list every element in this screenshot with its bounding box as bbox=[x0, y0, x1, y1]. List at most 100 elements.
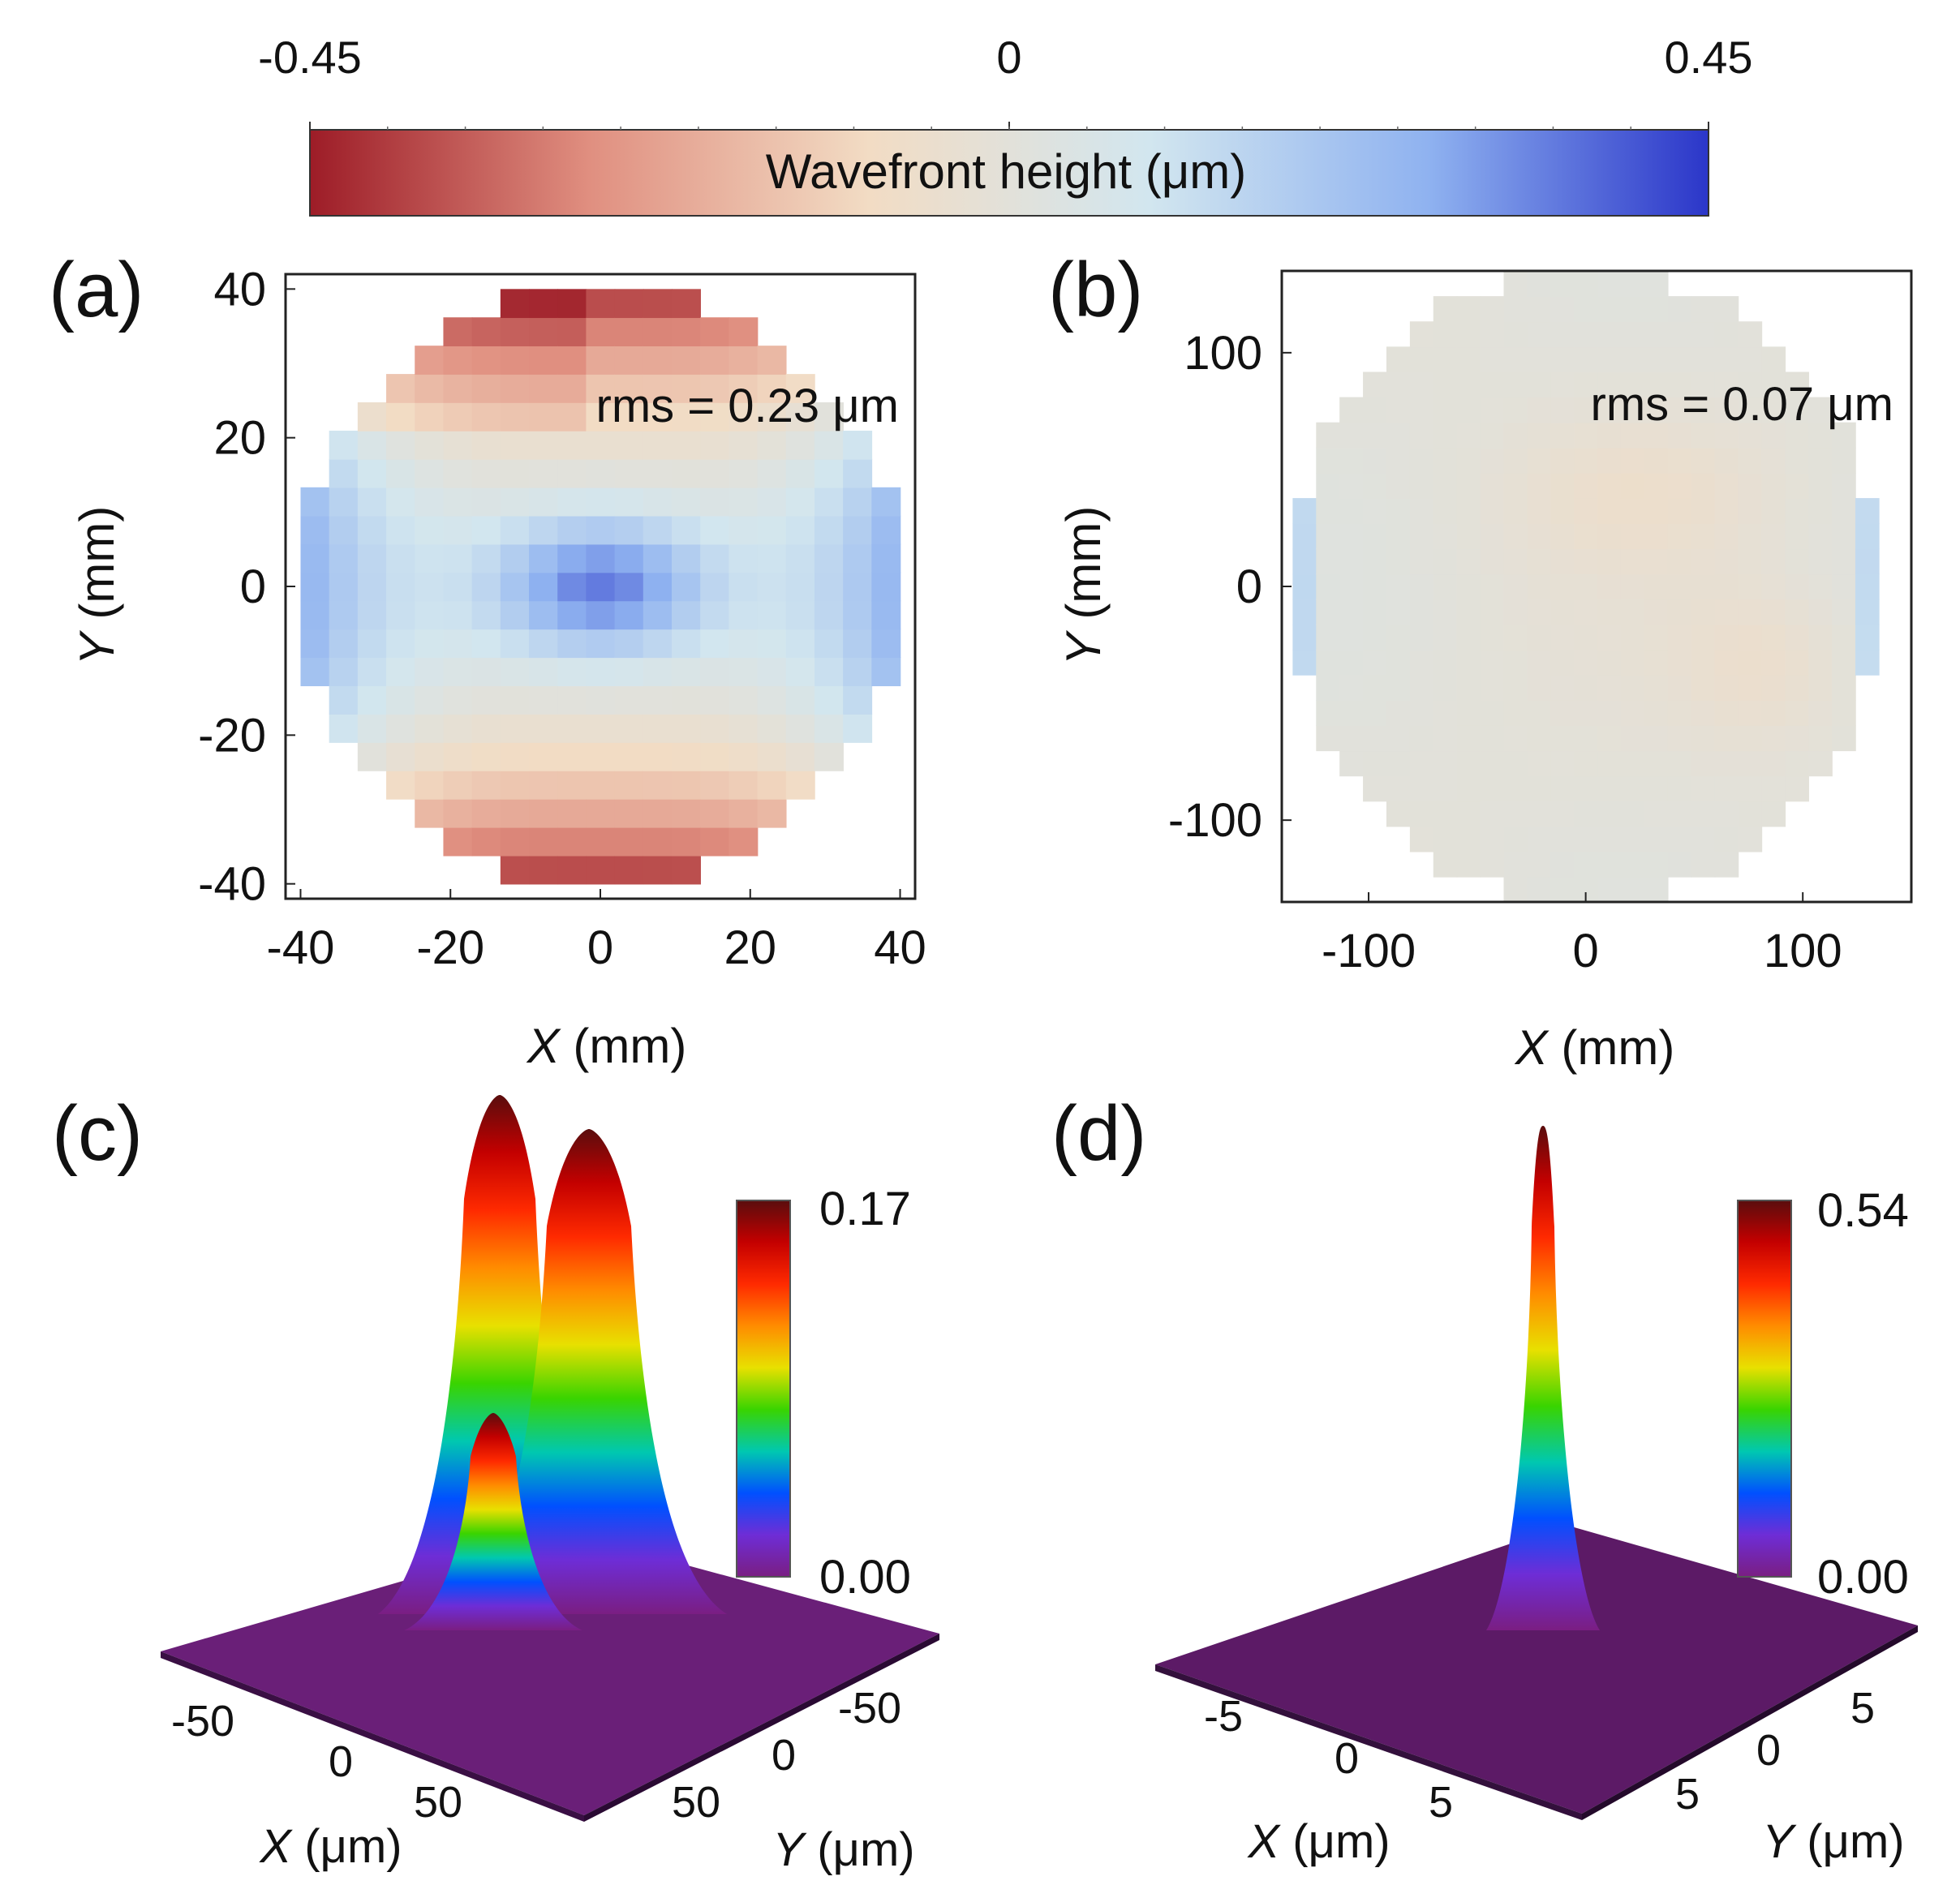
heatmap-cell bbox=[1808, 649, 1833, 676]
heatmap-cell bbox=[557, 770, 587, 800]
heatmap-cell bbox=[329, 487, 359, 517]
heatmap-cell bbox=[1644, 599, 1669, 625]
heatmap-cell bbox=[1456, 548, 1481, 575]
heatmap-cell bbox=[1550, 472, 1575, 499]
heatmap-cell bbox=[1667, 624, 1692, 651]
heatmap-cell bbox=[586, 346, 616, 375]
heatmap-cell bbox=[1456, 725, 1481, 752]
heatmap-cell bbox=[1808, 422, 1833, 449]
heatmap-cell bbox=[1808, 674, 1833, 701]
heatmap-cell bbox=[1339, 674, 1364, 701]
heatmap-cell bbox=[1738, 371, 1763, 398]
heatmap-cell bbox=[386, 458, 416, 488]
heatmap-cell bbox=[1620, 573, 1645, 600]
heatmap-cell bbox=[729, 742, 759, 771]
panel-d-colorbar-max: 0.54 bbox=[1817, 1184, 1909, 1237]
heatmap-cell bbox=[1574, 346, 1598, 373]
heatmap-cell bbox=[1409, 422, 1434, 449]
heatmap-cell bbox=[1785, 599, 1809, 625]
heatmap-cell bbox=[500, 458, 530, 488]
heatmap-cell bbox=[1550, 801, 1575, 827]
heatmap-cell bbox=[500, 600, 530, 630]
x-tick-label: 40 bbox=[874, 921, 926, 974]
heatmap-cell bbox=[1409, 725, 1434, 752]
heatmap-cell bbox=[1574, 750, 1598, 777]
heatmap-cell bbox=[1550, 649, 1575, 676]
heatmap-cell bbox=[1574, 548, 1598, 575]
heatmap-cell bbox=[1456, 523, 1481, 550]
heatmap-cell bbox=[785, 629, 815, 659]
heatmap-cell bbox=[1292, 599, 1317, 625]
heatmap-cell bbox=[586, 458, 616, 488]
heatmap-cell bbox=[329, 657, 359, 687]
heatmap-cell bbox=[1738, 573, 1763, 600]
panel-d-ytick-1: 5 bbox=[1850, 1684, 1875, 1733]
heatmap-cell bbox=[1409, 750, 1434, 777]
heatmap-cell bbox=[1527, 573, 1552, 600]
heatmap-cell bbox=[1738, 826, 1763, 852]
heatmap-cell bbox=[1480, 624, 1505, 651]
heatmap-cell bbox=[729, 685, 759, 715]
heatmap-cell bbox=[1667, 472, 1692, 499]
heatmap-cell bbox=[814, 487, 844, 517]
heatmap-cell bbox=[529, 430, 559, 460]
heatmap-cell bbox=[1386, 674, 1411, 701]
heatmap-cell bbox=[357, 742, 387, 771]
heatmap-cell bbox=[1363, 573, 1387, 600]
heatmap-cell bbox=[1808, 523, 1833, 550]
y-tick-label: 0 bbox=[240, 560, 266, 613]
heatmap-cell bbox=[1761, 422, 1786, 449]
heatmap-cell bbox=[1620, 296, 1645, 323]
heatmap-cell bbox=[1667, 422, 1692, 449]
heatmap-cell bbox=[1620, 775, 1645, 802]
heatmap-cell bbox=[671, 657, 701, 687]
heatmap-cell bbox=[785, 515, 815, 545]
heatmap-cell bbox=[1386, 422, 1411, 449]
heatmap-cell bbox=[1644, 296, 1669, 323]
surface-peak bbox=[404, 1413, 582, 1630]
heatmap-cell bbox=[1714, 498, 1739, 524]
heatmap-cell bbox=[1691, 472, 1716, 499]
panel-c-colorbar-max: 0.17 bbox=[819, 1183, 911, 1235]
heatmap-cell bbox=[729, 487, 759, 517]
heatmap-cell bbox=[386, 685, 416, 715]
heatmap-cell bbox=[1620, 523, 1645, 550]
heatmap-cell bbox=[557, 742, 587, 771]
heatmap-cell bbox=[1480, 775, 1505, 802]
heatmap-cell bbox=[1339, 397, 1364, 423]
heatmap-cell bbox=[1316, 674, 1340, 701]
heatmap-cell bbox=[329, 515, 359, 545]
heatmap-cell bbox=[1620, 548, 1645, 575]
heatmap-cell bbox=[729, 374, 759, 403]
heatmap-cell bbox=[471, 515, 501, 545]
heatmap-cell bbox=[1503, 775, 1528, 802]
heatmap-cell bbox=[1363, 397, 1387, 423]
heatmap-cell bbox=[529, 543, 559, 573]
heatmap-cell bbox=[1409, 447, 1434, 474]
heatmap-cell bbox=[1667, 498, 1692, 524]
heatmap-cell bbox=[1527, 523, 1552, 550]
heatmap-cell bbox=[1620, 321, 1645, 348]
heatmap-cell bbox=[700, 629, 730, 659]
heatmap-cell bbox=[1363, 725, 1387, 752]
heatmap-cell bbox=[1808, 548, 1833, 575]
heatmap-cell bbox=[1785, 700, 1809, 726]
heatmap-cell bbox=[700, 714, 730, 743]
heatmap-cell bbox=[415, 714, 445, 743]
heatmap-cell bbox=[1550, 321, 1575, 348]
heatmap-cell bbox=[1691, 573, 1716, 600]
heatmap-cell bbox=[1785, 649, 1809, 676]
heatmap-cell bbox=[1691, 775, 1716, 802]
heatmap-cell bbox=[643, 402, 673, 432]
heatmap-cell bbox=[1480, 422, 1505, 449]
heatmap-cell bbox=[814, 515, 844, 545]
panel-c-xtick-1: -50 bbox=[171, 1697, 234, 1746]
heatmap-cell bbox=[729, 543, 759, 573]
heatmap-cell bbox=[1574, 624, 1598, 651]
heatmap-cell bbox=[1527, 700, 1552, 726]
heatmap-cell bbox=[1527, 674, 1552, 701]
heatmap-cell bbox=[1667, 700, 1692, 726]
x-tick-label: -40 bbox=[267, 921, 335, 974]
heatmap-cell bbox=[1691, 750, 1716, 777]
heatmap-cell bbox=[1550, 523, 1575, 550]
